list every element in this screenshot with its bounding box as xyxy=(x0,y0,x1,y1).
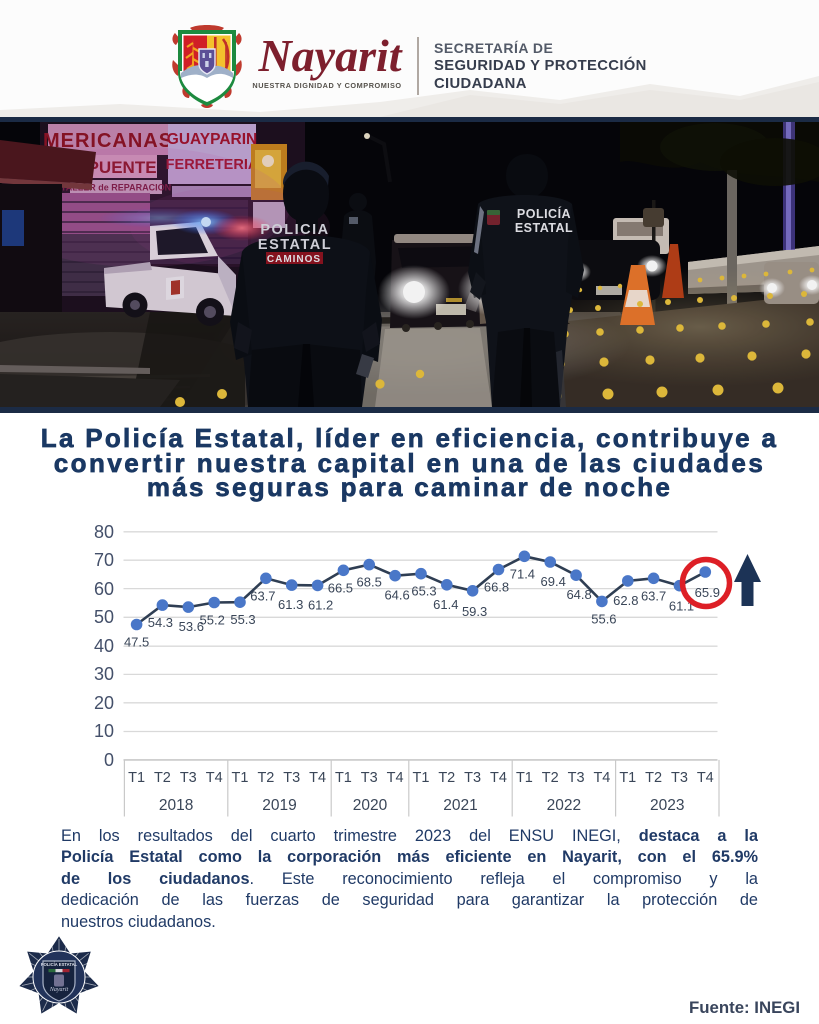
svg-text:2019: 2019 xyxy=(262,797,296,814)
svg-text:T1: T1 xyxy=(335,770,352,786)
svg-text:66.5: 66.5 xyxy=(328,580,353,595)
svg-text:POLICIA: POLICIA xyxy=(260,222,329,238)
svg-text:60: 60 xyxy=(94,579,114,599)
svg-text:64.6: 64.6 xyxy=(384,588,409,603)
svg-text:62.8: 62.8 xyxy=(613,593,638,608)
svg-text:2023: 2023 xyxy=(650,797,684,814)
svg-text:POLICÍA: POLICÍA xyxy=(517,206,571,221)
svg-text:T4: T4 xyxy=(490,770,507,786)
svg-text:T4: T4 xyxy=(697,770,714,786)
svg-text:61.4: 61.4 xyxy=(433,597,458,612)
svg-text:T3: T3 xyxy=(283,770,300,786)
svg-text:30: 30 xyxy=(94,664,114,684)
svg-text:70: 70 xyxy=(94,550,114,570)
svg-text:T4: T4 xyxy=(593,770,610,786)
svg-text:T3: T3 xyxy=(568,770,585,786)
svg-text:64.8: 64.8 xyxy=(566,587,591,602)
svg-text:FERRETERIA: FERRETERIA xyxy=(166,157,259,173)
svg-text:POLICÍA ESTATAL: POLICÍA ESTATAL xyxy=(41,962,78,967)
svg-text:T2: T2 xyxy=(257,770,274,786)
svg-text:T1: T1 xyxy=(128,770,145,786)
svg-text:65.3: 65.3 xyxy=(411,584,436,599)
svg-text:T2: T2 xyxy=(542,770,559,786)
svg-text:55.6: 55.6 xyxy=(591,611,616,626)
svg-text:50: 50 xyxy=(94,607,114,627)
svg-text:55.3: 55.3 xyxy=(230,612,255,627)
svg-text:T2: T2 xyxy=(645,770,662,786)
svg-text:T3: T3 xyxy=(464,770,481,786)
svg-text:ESTATAL: ESTATAL xyxy=(258,237,332,253)
svg-text:59.3: 59.3 xyxy=(462,604,487,619)
svg-text:T1: T1 xyxy=(516,770,533,786)
svg-text:40: 40 xyxy=(94,636,114,656)
svg-text:T4: T4 xyxy=(387,770,404,786)
svg-text:0: 0 xyxy=(104,750,114,770)
svg-text:2018: 2018 xyxy=(159,797,193,814)
svg-text:61.1: 61.1 xyxy=(669,599,694,614)
svg-text:Nayarit: Nayarit xyxy=(257,30,402,81)
svg-text:MERICANAS: MERICANAS xyxy=(43,130,173,152)
svg-text:2021: 2021 xyxy=(443,797,477,814)
svg-text:T1: T1 xyxy=(619,770,636,786)
svg-text:47.5: 47.5 xyxy=(124,635,149,650)
svg-text:65.9: 65.9 xyxy=(695,585,720,600)
svg-text:61.2: 61.2 xyxy=(308,597,333,612)
svg-text:54.3: 54.3 xyxy=(148,615,173,630)
svg-text:GUAYPARIN: GUAYPARIN xyxy=(167,131,257,148)
svg-text:2022: 2022 xyxy=(547,797,581,814)
svg-text:T4: T4 xyxy=(309,770,326,786)
svg-text:68.5: 68.5 xyxy=(357,575,382,590)
svg-text:Nayarit: Nayarit xyxy=(49,987,69,993)
svg-text:61.3: 61.3 xyxy=(278,597,303,612)
svg-text:55.2: 55.2 xyxy=(200,613,225,628)
svg-text:T2: T2 xyxy=(154,770,171,786)
svg-text:63.7: 63.7 xyxy=(250,588,275,603)
svg-text:T1: T1 xyxy=(413,770,430,786)
svg-text:ESTATAL: ESTATAL xyxy=(515,221,573,235)
svg-text:2020: 2020 xyxy=(353,797,388,814)
svg-text:69.4: 69.4 xyxy=(541,574,566,589)
svg-text:T3: T3 xyxy=(671,770,688,786)
svg-text:T2: T2 xyxy=(438,770,455,786)
svg-text:CAMINOS: CAMINOS xyxy=(267,254,321,265)
svg-text:53.6: 53.6 xyxy=(179,619,204,634)
svg-text:T3: T3 xyxy=(361,770,378,786)
svg-text:63.7: 63.7 xyxy=(641,588,666,603)
svg-text:80: 80 xyxy=(94,522,114,542)
svg-text:10: 10 xyxy=(94,721,114,741)
svg-text:T3: T3 xyxy=(180,770,197,786)
svg-text:TALLER de REPARACION: TALLER de REPARACION xyxy=(61,183,171,193)
svg-text:66.8: 66.8 xyxy=(484,580,509,595)
svg-text:T4: T4 xyxy=(206,770,223,786)
svg-text:20: 20 xyxy=(94,693,114,713)
svg-text:71.4: 71.4 xyxy=(510,566,535,581)
svg-text:T1: T1 xyxy=(232,770,249,786)
